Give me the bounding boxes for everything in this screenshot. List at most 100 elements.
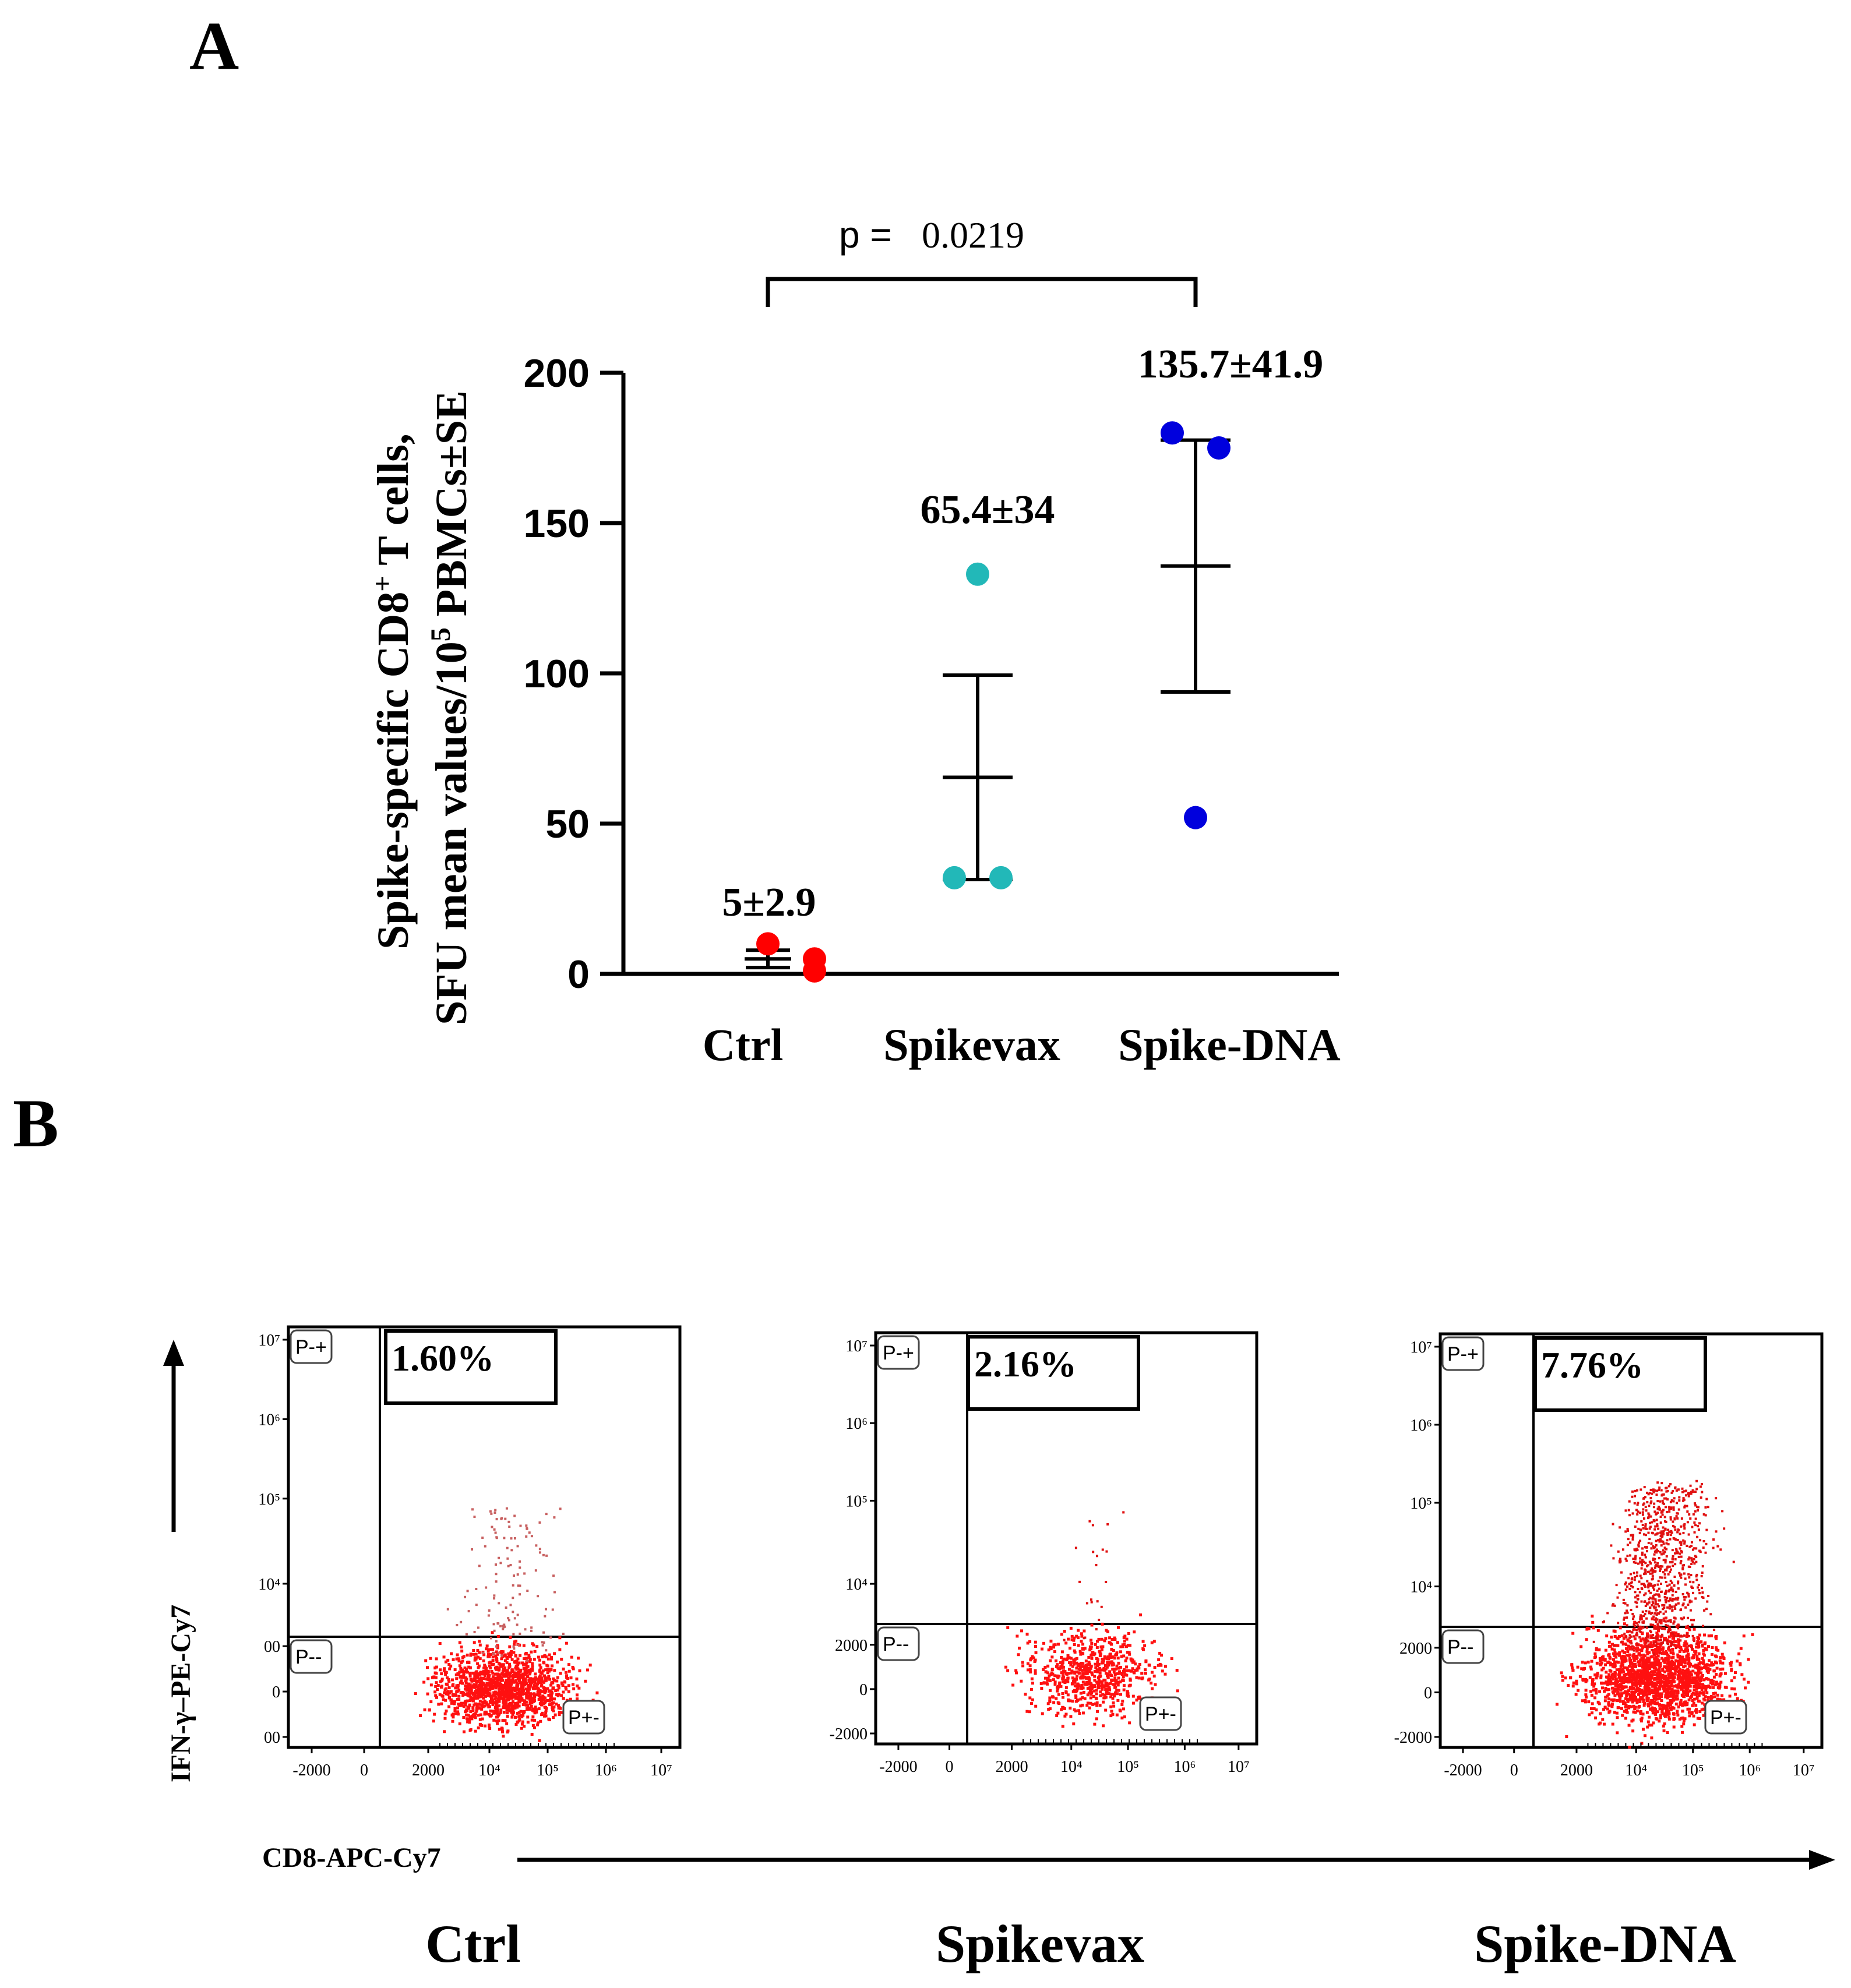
event-dot (1686, 1521, 1689, 1524)
event-dot (1085, 1683, 1089, 1686)
event-dot (1064, 1678, 1067, 1682)
event-dot (1594, 1655, 1598, 1659)
event-dot (1664, 1610, 1667, 1613)
event-dot (525, 1665, 528, 1669)
event-dot (514, 1666, 517, 1670)
event-dot (1718, 1659, 1722, 1662)
event-dot (567, 1684, 570, 1687)
event-dot (1609, 1682, 1612, 1685)
event-dot (1652, 1491, 1655, 1493)
event-dot (542, 1686, 545, 1689)
event-dot (1641, 1689, 1644, 1692)
event-dot (423, 1708, 426, 1712)
event-dot (1697, 1509, 1700, 1512)
event-dot (524, 1651, 528, 1655)
event-dot (1682, 1665, 1686, 1669)
event-dot (468, 1693, 471, 1696)
event-dot (535, 1544, 538, 1547)
event-dot (1670, 1665, 1673, 1668)
event-dot (1700, 1688, 1704, 1692)
event-dot (1672, 1680, 1675, 1683)
event-dot (1104, 1667, 1108, 1671)
event-dot (1747, 1658, 1750, 1661)
event-dot (1626, 1616, 1628, 1619)
event-dot (540, 1713, 544, 1717)
event-dot (1141, 1647, 1145, 1651)
event-dot (1112, 1671, 1116, 1674)
event-dot (1061, 1677, 1064, 1680)
event-dot (507, 1685, 511, 1688)
event-dot (1649, 1591, 1652, 1594)
event-dot (1555, 1703, 1559, 1706)
flow-x-tick-label: 10⁶ (595, 1761, 617, 1779)
event-dot (1643, 1638, 1646, 1641)
event-dot (1627, 1699, 1631, 1702)
event-dot (489, 1710, 492, 1713)
event-dot (542, 1553, 545, 1556)
event-dot (1637, 1544, 1640, 1546)
event-dot (1678, 1668, 1681, 1671)
event-dot (1686, 1633, 1688, 1636)
event-dot (1052, 1646, 1056, 1649)
event-dot (549, 1698, 552, 1701)
event-dot (560, 1694, 563, 1697)
event-dot (1034, 1658, 1037, 1662)
event-dot (537, 1595, 540, 1598)
event-dot (1639, 1710, 1642, 1714)
event-dot (480, 1707, 484, 1711)
event-dot (429, 1657, 432, 1660)
event-dot (1118, 1670, 1122, 1673)
event-dot (1634, 1549, 1637, 1552)
event-dot (1075, 1634, 1078, 1638)
event-dot (554, 1689, 558, 1692)
event-dot (498, 1704, 501, 1708)
event-dot (1679, 1685, 1683, 1689)
event-dot (1152, 1674, 1156, 1678)
event-dot (1091, 1651, 1095, 1654)
event-dot (1636, 1698, 1640, 1701)
event-dot (1687, 1711, 1691, 1714)
event-dot (520, 1722, 524, 1726)
event-dot (523, 1668, 527, 1671)
event-dot (535, 1708, 538, 1711)
event-dot (1078, 1672, 1081, 1675)
event-dot (1647, 1584, 1650, 1587)
event-dot (461, 1701, 465, 1705)
event-dot (1624, 1704, 1628, 1707)
event-dot (1618, 1671, 1621, 1674)
event-dot (1666, 1640, 1669, 1643)
event-dot (1656, 1524, 1659, 1527)
event-dot (1627, 1669, 1631, 1672)
event-dot (445, 1687, 448, 1690)
event-dot (547, 1676, 550, 1680)
event-dot (444, 1673, 447, 1676)
event-dot (499, 1665, 502, 1668)
event-dot (1652, 1602, 1655, 1605)
significance-p-prefix: p = (839, 214, 892, 256)
event-dot (1656, 1489, 1659, 1492)
event-dot (1679, 1663, 1683, 1666)
event-dot (1663, 1497, 1666, 1500)
event-dot (482, 1666, 486, 1670)
event-dot (1021, 1661, 1024, 1664)
event-dot (486, 1703, 490, 1707)
event-dot (508, 1708, 512, 1712)
event-dot (1590, 1693, 1593, 1697)
event-dot (1645, 1678, 1649, 1681)
event-dot (572, 1687, 576, 1690)
event-dot (1635, 1574, 1638, 1577)
event-dot (543, 1714, 547, 1718)
event-dot (1712, 1546, 1715, 1549)
event-dot (1653, 1561, 1656, 1564)
event-dot (1595, 1676, 1598, 1680)
event-dot (452, 1715, 455, 1719)
event-dot (1622, 1702, 1626, 1705)
event-dot (1695, 1655, 1699, 1658)
event-dot (1099, 1654, 1102, 1657)
event-dot (1703, 1609, 1706, 1612)
event-dot (533, 1658, 536, 1661)
event-dot (1707, 1699, 1710, 1703)
event-dot (1639, 1561, 1642, 1564)
event-dot (1619, 1689, 1623, 1692)
